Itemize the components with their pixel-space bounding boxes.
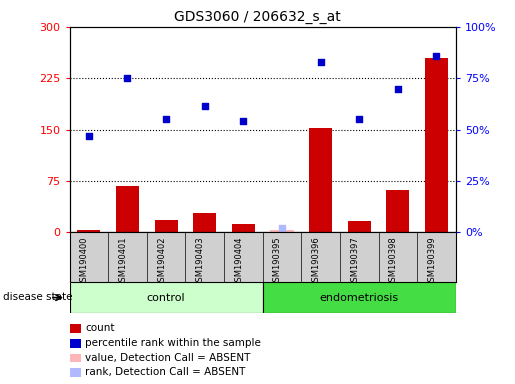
Bar (154, 220, 178, 232)
Point (316, 60, 324, 66)
Bar (386, 190, 409, 232)
Point (239, 118, 247, 124)
Text: GSM190403: GSM190403 (196, 236, 205, 287)
Text: GSM190395: GSM190395 (273, 236, 282, 287)
Point (124, 75, 132, 81)
Text: GSM190398: GSM190398 (389, 236, 398, 287)
Text: GSM190404: GSM190404 (234, 236, 243, 287)
Text: GSM190397: GSM190397 (350, 236, 359, 287)
Bar (116, 186, 139, 232)
Text: GDS3060 / 206632_s_at: GDS3060 / 206632_s_at (174, 10, 341, 23)
Text: rank, Detection Call = ABSENT: rank, Detection Call = ABSENT (85, 367, 245, 377)
Text: GSM190399: GSM190399 (427, 236, 436, 287)
Bar (309, 128, 332, 232)
Text: GSM190401: GSM190401 (118, 236, 128, 287)
Text: disease state: disease state (3, 292, 72, 302)
Text: percentile rank within the sample: percentile rank within the sample (85, 338, 261, 348)
Text: endometriosis: endometriosis (320, 293, 399, 303)
Text: value, Detection Call = ABSENT: value, Detection Call = ABSENT (85, 353, 250, 362)
Point (355, 116, 363, 122)
Text: GSM190396: GSM190396 (312, 236, 320, 287)
Point (393, 85, 402, 91)
Bar (70, 282, 263, 313)
Bar (425, 58, 448, 232)
Text: GSM190402: GSM190402 (157, 236, 166, 287)
Bar (270, 230, 294, 232)
Text: count: count (85, 323, 114, 333)
Bar (193, 213, 216, 232)
Bar (348, 221, 371, 232)
Point (162, 116, 170, 122)
Bar (232, 224, 255, 232)
Bar (263, 282, 456, 313)
Bar (77, 230, 100, 232)
Point (278, 225, 286, 231)
Text: GSM190400: GSM190400 (80, 236, 89, 287)
Point (432, 53, 440, 59)
Point (201, 103, 209, 109)
Point (84, 133, 93, 139)
Text: control: control (147, 293, 185, 303)
